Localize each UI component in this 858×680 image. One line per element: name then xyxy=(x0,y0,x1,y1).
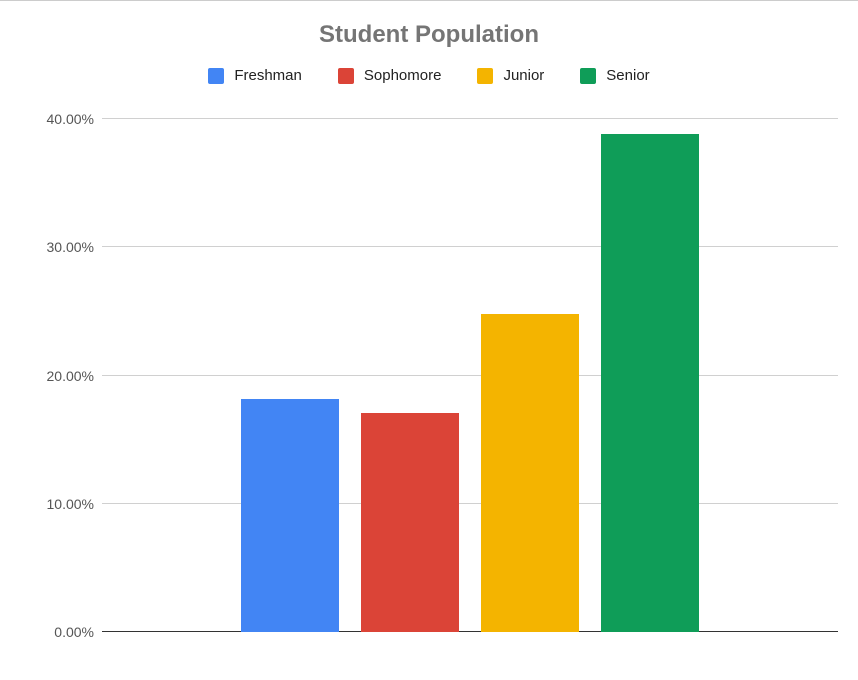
bars-container xyxy=(102,119,838,632)
legend-label: Junior xyxy=(503,67,544,84)
legend-item: Senior xyxy=(580,67,649,84)
y-tick-label: 10.00% xyxy=(47,496,94,512)
chart-title: Student Population xyxy=(0,1,858,49)
legend-item: Junior xyxy=(477,67,544,84)
bar-slot xyxy=(361,119,459,632)
legend-label: Sophomore xyxy=(364,67,442,84)
bar-slot xyxy=(241,119,339,632)
bar xyxy=(361,413,459,632)
legend-swatch xyxy=(338,68,354,84)
legend-item: Freshman xyxy=(208,67,302,84)
bar xyxy=(241,399,339,632)
y-axis: 0.00%10.00%20.00%30.00%40.00% xyxy=(12,119,100,632)
legend-swatch xyxy=(208,68,224,84)
y-tick-label: 0.00% xyxy=(54,624,94,640)
chart-area: 0.00%10.00%20.00%30.00%40.00% xyxy=(12,119,846,632)
legend-item: Sophomore xyxy=(338,67,442,84)
bar-slot xyxy=(601,119,699,632)
legend-label: Senior xyxy=(606,67,649,84)
legend-swatch xyxy=(580,68,596,84)
legend-swatch xyxy=(477,68,493,84)
chart-frame: Student Population Freshman Sophomore Juni… xyxy=(0,0,858,680)
plot-area xyxy=(102,119,838,632)
bar xyxy=(601,134,699,632)
chart-legend: Freshman Sophomore Junior Senior xyxy=(0,49,858,84)
bar-slot xyxy=(481,119,579,632)
legend-label: Freshman xyxy=(234,67,302,84)
y-tick-label: 20.00% xyxy=(47,368,94,384)
y-tick-label: 30.00% xyxy=(47,239,94,255)
y-tick-label: 40.00% xyxy=(47,111,94,127)
bar xyxy=(481,314,579,632)
